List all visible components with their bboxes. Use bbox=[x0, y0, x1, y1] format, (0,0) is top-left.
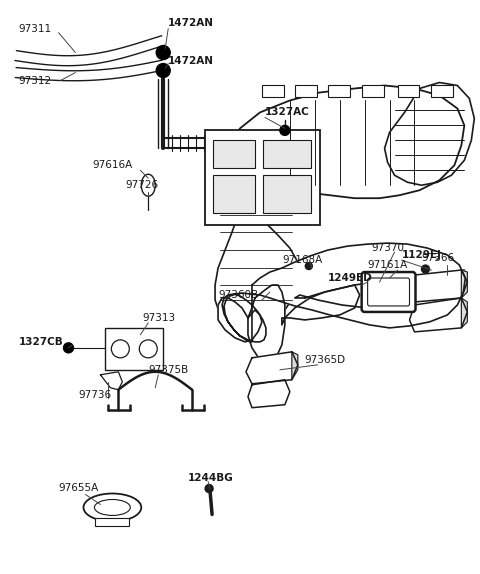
Bar bbox=[432, 86, 454, 98]
Ellipse shape bbox=[141, 174, 155, 196]
Bar bbox=[295, 86, 317, 98]
Circle shape bbox=[156, 64, 170, 77]
Polygon shape bbox=[409, 298, 468, 332]
Text: 1472AN: 1472AN bbox=[168, 18, 214, 28]
FancyBboxPatch shape bbox=[263, 141, 311, 168]
Text: 97655A: 97655A bbox=[59, 483, 99, 492]
Text: 97736: 97736 bbox=[78, 390, 111, 400]
Polygon shape bbox=[215, 198, 300, 330]
Polygon shape bbox=[246, 352, 298, 384]
Polygon shape bbox=[15, 60, 164, 81]
Text: 1244BG: 1244BG bbox=[188, 472, 234, 483]
FancyBboxPatch shape bbox=[263, 175, 311, 213]
Polygon shape bbox=[15, 36, 165, 65]
Polygon shape bbox=[119, 372, 192, 405]
Text: 1129EJ: 1129EJ bbox=[402, 250, 442, 260]
Bar bbox=[361, 86, 384, 98]
Text: 97311: 97311 bbox=[19, 24, 52, 34]
FancyBboxPatch shape bbox=[361, 272, 416, 312]
Polygon shape bbox=[248, 380, 290, 408]
Circle shape bbox=[280, 125, 290, 135]
Polygon shape bbox=[228, 86, 464, 198]
Polygon shape bbox=[292, 352, 298, 380]
Bar bbox=[96, 518, 129, 526]
Polygon shape bbox=[282, 285, 360, 325]
Text: 1327AC: 1327AC bbox=[265, 107, 310, 118]
Polygon shape bbox=[384, 83, 474, 185]
Text: 97366: 97366 bbox=[421, 253, 455, 263]
Circle shape bbox=[156, 45, 170, 60]
Text: 97168A: 97168A bbox=[282, 255, 322, 265]
Circle shape bbox=[421, 265, 430, 273]
Polygon shape bbox=[461, 270, 468, 298]
Bar bbox=[397, 86, 420, 98]
Circle shape bbox=[205, 484, 213, 492]
Bar bbox=[328, 86, 350, 98]
FancyBboxPatch shape bbox=[213, 175, 255, 213]
Text: 97161A: 97161A bbox=[368, 260, 408, 270]
Text: 97726: 97726 bbox=[125, 180, 158, 190]
Circle shape bbox=[63, 343, 73, 353]
Text: 97360B: 97360B bbox=[218, 290, 258, 300]
Text: 97375B: 97375B bbox=[148, 365, 189, 375]
Text: 1472AN: 1472AN bbox=[168, 56, 214, 65]
Polygon shape bbox=[248, 285, 285, 365]
Bar bbox=[106, 328, 163, 370]
Text: 1327CB: 1327CB bbox=[19, 337, 63, 347]
Circle shape bbox=[305, 262, 312, 270]
Text: 97616A: 97616A bbox=[93, 160, 132, 170]
Text: 97370: 97370 bbox=[372, 243, 405, 253]
Text: 97312: 97312 bbox=[19, 76, 52, 86]
Bar bbox=[205, 130, 320, 225]
Polygon shape bbox=[222, 243, 465, 342]
Polygon shape bbox=[295, 270, 468, 312]
Text: 97313: 97313 bbox=[142, 313, 175, 323]
Bar bbox=[262, 86, 284, 98]
Polygon shape bbox=[461, 298, 468, 328]
Polygon shape bbox=[218, 298, 262, 342]
Polygon shape bbox=[409, 270, 468, 302]
Polygon shape bbox=[100, 372, 122, 390]
Text: 1249ED: 1249ED bbox=[328, 273, 372, 283]
Text: 97365D: 97365D bbox=[305, 355, 346, 365]
Ellipse shape bbox=[84, 494, 141, 521]
FancyBboxPatch shape bbox=[213, 141, 255, 168]
